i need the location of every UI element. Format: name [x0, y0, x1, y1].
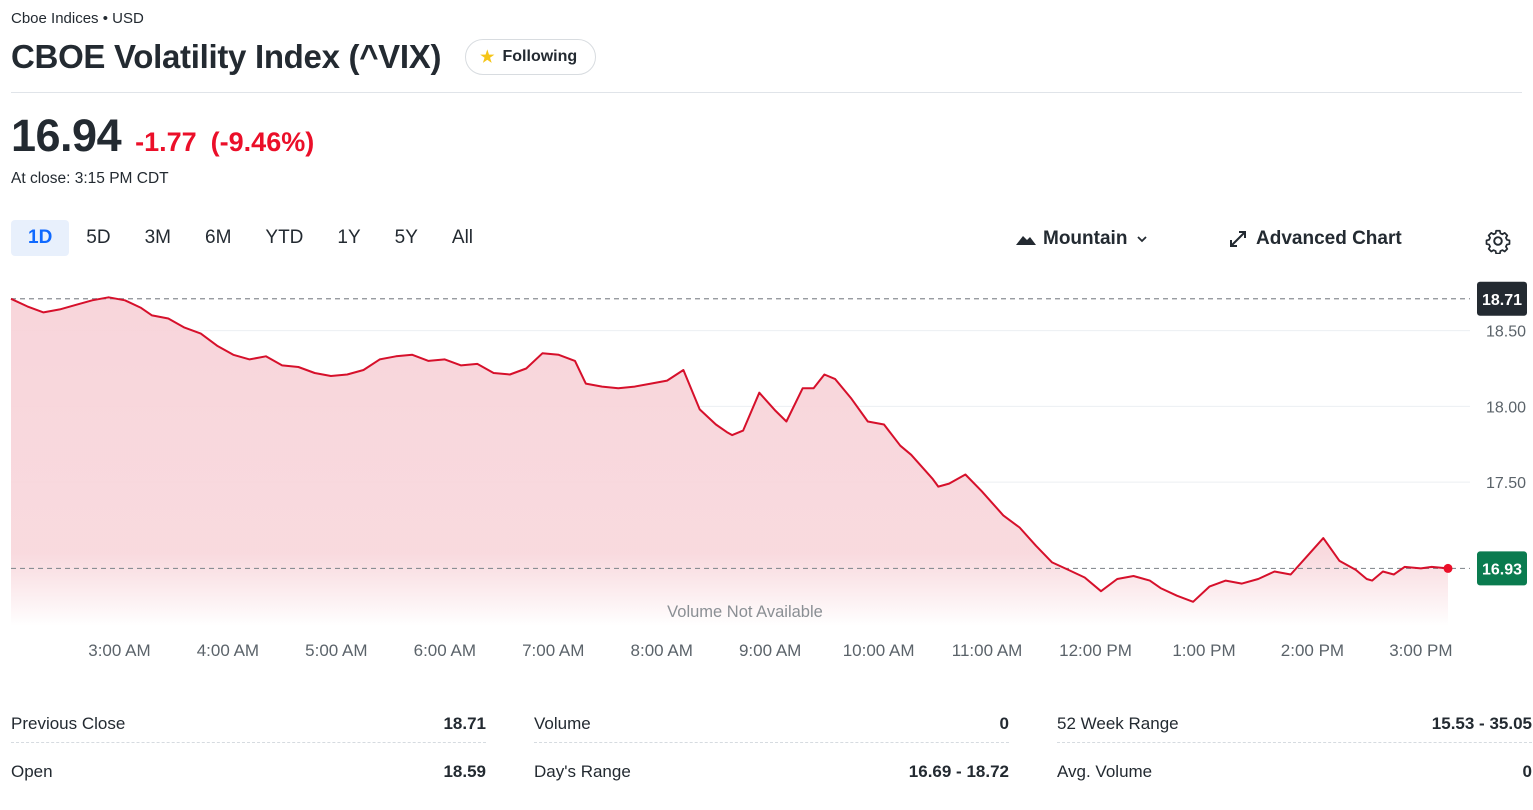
range-tab-1d[interactable]: 1D	[11, 220, 70, 256]
stat-value: 0	[999, 713, 1009, 733]
x-tick-label: 12:00 PM	[1059, 641, 1132, 660]
x-tick-label: 6:00 AM	[414, 641, 476, 660]
previous-close-badge: 18.71	[1477, 281, 1527, 316]
header-divider	[11, 92, 1522, 93]
current-price-badge-text: 16.93	[1482, 561, 1522, 578]
x-tick-label: 3:00 PM	[1389, 641, 1452, 660]
price-row: 16.94 -1.77 (-9.46%)	[11, 110, 314, 162]
x-tick-label: 3:00 AM	[88, 641, 150, 660]
x-tick-label: 5:00 AM	[305, 641, 367, 660]
gear-icon	[1485, 229, 1511, 255]
stat-value: 18.59	[443, 762, 486, 781]
previous-close-badge-text: 18.71	[1482, 292, 1522, 309]
stat-value: 0	[1522, 762, 1532, 781]
advanced-chart-button[interactable]: Advanced Chart	[1228, 228, 1402, 250]
price-change: -1.77	[135, 127, 197, 157]
stat-value: 18.71	[443, 713, 486, 733]
y-tick-label: 17.50	[1486, 475, 1526, 492]
mountain-icon	[1016, 236, 1036, 245]
stat-label: Avg. Volume	[1057, 762, 1153, 781]
stat-label: Open	[11, 762, 53, 781]
x-tick-label: 9:00 AM	[739, 641, 801, 660]
range-tab-all[interactable]: All	[451, 227, 474, 248]
breadcrumb: Cboe Indices • USD	[11, 10, 144, 27]
x-tick-label: 11:00 AM	[952, 641, 1023, 660]
following-label: Following	[502, 48, 578, 65]
stat-days-range: Day's Range 16.69 - 18.72	[534, 753, 1009, 791]
volume-note: Volume Not Available	[667, 603, 823, 621]
stat-value: 16.69 - 18.72	[908, 762, 1009, 781]
chart-type-label: Mountain	[1043, 228, 1128, 249]
stat-avg-volume: Avg. Volume 0	[1057, 753, 1532, 791]
range-tab-3m[interactable]: 3M	[144, 227, 171, 248]
x-tick-label: 10:00 AM	[843, 641, 915, 660]
current-price: 16.94	[11, 110, 122, 161]
y-axis: 18.50 18.00 17.50	[1486, 324, 1526, 492]
range-tab-1y[interactable]: 1Y	[337, 227, 361, 248]
current-price-badge: 16.93	[1477, 551, 1527, 586]
price-change-percent: (-9.46%)	[210, 127, 315, 157]
chevron-down-icon	[1137, 236, 1148, 243]
range-tab-5y[interactable]: 5Y	[394, 227, 418, 248]
x-axis: 3:00 AM 4:00 AM 5:00 AM 6:00 AM 7:00 AM 8:00 …	[88, 641, 1452, 660]
stat-52-week-range: 52 Week Range 15.53 - 35.05	[1057, 705, 1532, 743]
stat-volume: Volume 0	[534, 705, 1009, 743]
stat-label: Previous Close	[11, 713, 126, 733]
price-line	[10, 296, 1449, 603]
page-title: CBOE Volatility Index (^VIX)	[11, 38, 442, 75]
x-tick-label: 2:00 PM	[1281, 641, 1344, 660]
chart-type-dropdown[interactable]: Mountain	[1015, 228, 1149, 250]
stat-label: Day's Range	[534, 762, 631, 781]
x-tick-label: 8:00 AM	[631, 641, 693, 660]
y-tick-label: 18.50	[1486, 324, 1526, 341]
stat-label: Volume	[534, 713, 591, 733]
range-tab-ytd[interactable]: YTD	[265, 227, 304, 248]
range-tabs: 1D 5D 3M 6M YTD 1Y 5Y All	[11, 220, 490, 256]
close-time: At close: 3:15 PM CDT	[11, 170, 169, 187]
expand-icon	[1230, 231, 1246, 247]
x-tick-label: 4:00 AM	[197, 641, 259, 660]
advanced-chart-label: Advanced Chart	[1256, 228, 1402, 249]
price-chart[interactable]: 18.50 18.00 17.50 3:00 AM 4:00 AM 5:00 AM 6:0…	[0, 270, 1533, 670]
range-tab-6m[interactable]: 6M	[205, 227, 232, 248]
stat-value: 15.53 - 35.05	[1431, 713, 1532, 733]
following-button[interactable]: ★ Following	[465, 39, 597, 75]
stat-open: Open 18.59	[11, 753, 486, 791]
y-tick-label: 18.00	[1486, 399, 1526, 416]
title-row: CBOE Volatility Index (^VIX) ★ Following	[11, 38, 597, 76]
star-icon: ★	[480, 49, 495, 66]
stat-previous-close: Previous Close 18.71	[11, 705, 486, 743]
last-price-dot	[1443, 563, 1453, 573]
x-tick-label: 1:00 PM	[1172, 641, 1235, 660]
price-area-fill	[11, 297, 1448, 626]
x-tick-label: 7:00 AM	[522, 641, 584, 660]
chart-settings-button[interactable]	[1485, 228, 1511, 259]
range-tab-5d[interactable]: 5D	[86, 227, 111, 248]
stat-label: 52 Week Range	[1057, 713, 1179, 733]
